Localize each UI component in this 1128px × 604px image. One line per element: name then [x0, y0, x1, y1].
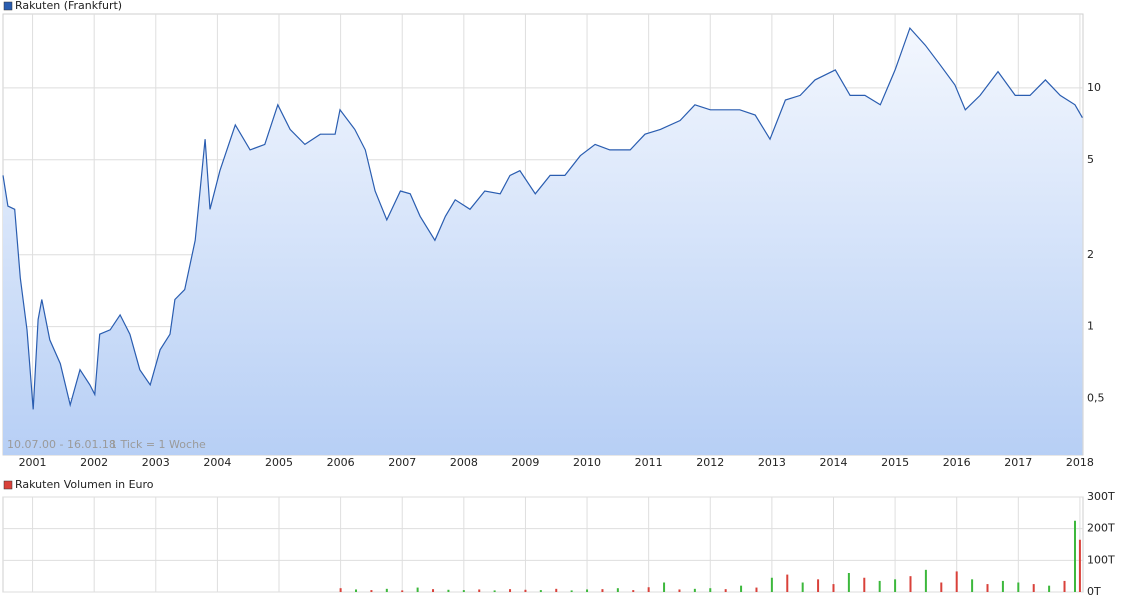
volume-bar — [370, 590, 373, 592]
volume-bar — [1063, 580, 1066, 592]
legend-label: Rakuten Volumen in Euro — [15, 478, 154, 491]
x-tick-label: 2004 — [203, 456, 231, 469]
x-tick-label: 2002 — [80, 456, 108, 469]
volume-bar — [401, 590, 404, 592]
volume-bar — [878, 580, 881, 592]
volume-bar — [339, 588, 342, 592]
volume-bar — [801, 582, 804, 592]
x-tick-label: 2017 — [1004, 456, 1032, 469]
volume-bar — [755, 587, 758, 592]
legend-swatch — [3, 480, 13, 490]
x-tick-label: 2008 — [450, 456, 478, 469]
volume-bar — [509, 589, 512, 592]
volume-bar — [601, 589, 604, 592]
volume-bar — [1001, 580, 1004, 592]
volume-bar — [924, 569, 927, 592]
volume-bar — [693, 588, 696, 592]
volume-bar — [447, 589, 450, 592]
x-tick-label: 2015 — [881, 456, 909, 469]
volume-bar — [385, 588, 388, 592]
x-tick-label: 2011 — [635, 456, 663, 469]
volume-bar — [462, 590, 465, 592]
legend-swatch — [3, 1, 13, 11]
volume-bar — [909, 576, 912, 592]
volume-bar — [555, 588, 558, 592]
volume-bar — [832, 584, 835, 592]
price-line — [2, 26, 1083, 410]
volume-bar — [986, 584, 989, 592]
y-tick-label: 100T — [1087, 553, 1115, 566]
x-tick-label: 2005 — [265, 456, 293, 469]
volume-bar — [539, 590, 542, 592]
x-tick-label: 2010 — [573, 456, 601, 469]
x-tick-label: 2012 — [696, 456, 724, 469]
volume-bar — [817, 579, 820, 592]
volume-bar — [1073, 520, 1076, 592]
y-tick-label: 1 — [1087, 320, 1094, 333]
volume-bar — [432, 589, 435, 592]
legend-label: Rakuten (Frankfurt) — [15, 0, 122, 12]
volume-bar — [478, 589, 481, 592]
y-tick-label: 200T — [1087, 522, 1115, 535]
y-tick-label: 0,5 — [1087, 392, 1105, 405]
volume-bar — [416, 587, 419, 592]
volume-bar — [894, 579, 897, 592]
volume-bar — [847, 573, 850, 592]
x-tick-label: 2013 — [758, 456, 786, 469]
annotation: 10.07.00 - 16.01.18 — [7, 438, 116, 451]
volume-bar — [647, 587, 650, 592]
y-tick-label: 0T — [1087, 585, 1101, 598]
volume-bar — [616, 588, 619, 592]
x-tick-label: 2007 — [388, 456, 416, 469]
volume-bar — [1017, 582, 1020, 592]
volume-bar — [586, 589, 589, 592]
volume-bar — [493, 590, 496, 592]
volume-bar — [940, 582, 943, 592]
annotation: 1 Tick = 1 Woche — [110, 438, 206, 451]
volume-bar — [709, 588, 712, 592]
volume-bar — [1032, 584, 1035, 592]
volume-bar — [1048, 585, 1051, 592]
volume-bar — [724, 589, 727, 592]
volume-frame — [2, 496, 1084, 593]
volume-bar — [863, 577, 866, 592]
volume-bar — [524, 589, 527, 592]
y-tick-label: 2 — [1087, 248, 1094, 261]
volume-bar — [770, 577, 773, 592]
x-tick-label: 2009 — [511, 456, 539, 469]
x-tick-label: 2014 — [819, 456, 847, 469]
x-tick-label: 2016 — [943, 456, 971, 469]
volume-bar — [955, 571, 958, 592]
volume-bar — [1078, 539, 1081, 592]
volume-bar — [971, 579, 974, 592]
y-tick-label: 300T — [1087, 490, 1115, 503]
volume-bar — [678, 589, 681, 592]
y-tick-label: 10 — [1087, 81, 1101, 94]
volume-bar — [632, 590, 635, 592]
x-tick-label: 2006 — [327, 456, 355, 469]
volume-bar — [570, 590, 573, 592]
x-tick-label: 2001 — [19, 456, 47, 469]
x-tick-label: 2018 — [1066, 456, 1094, 469]
area — [3, 28, 1083, 455]
volume-bar — [740, 585, 743, 592]
volume-bar — [663, 582, 666, 592]
volume-bar — [786, 574, 789, 592]
volume-bar — [355, 589, 358, 592]
x-tick-label: 2003 — [142, 456, 170, 469]
y-tick-label: 5 — [1087, 153, 1094, 166]
